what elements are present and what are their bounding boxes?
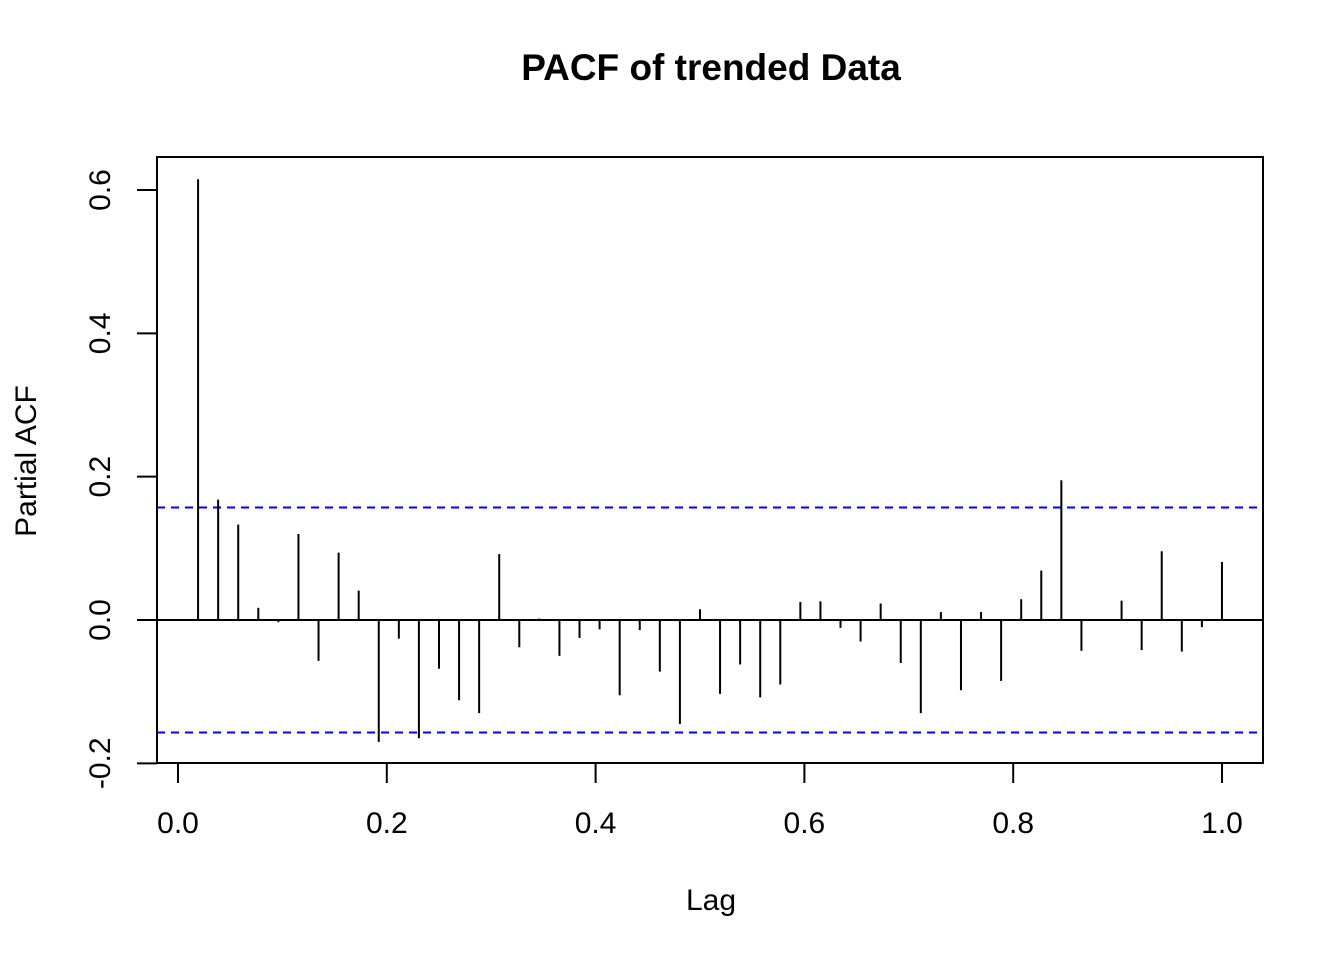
x-tick-label: 0.4 (575, 807, 617, 840)
y-axis-label: Partial ACF (10, 385, 43, 537)
x-tick-label: 0.0 (157, 807, 199, 840)
y-tick-label: -0.2 (84, 737, 117, 789)
x-tick-label: 1.0 (1201, 807, 1243, 840)
plot-frame (156, 156, 1264, 764)
x-tick-label: 0.8 (992, 807, 1034, 840)
y-tick-label: 0.2 (84, 456, 117, 498)
y-tick-label: 0.6 (84, 169, 117, 211)
x-tick-label: 0.6 (784, 807, 826, 840)
y-tick-label: 0.4 (84, 312, 117, 354)
chart-title: PACF of trended Data (521, 47, 901, 88)
y-tick-label: 0.0 (84, 599, 117, 641)
x-tick-label: 0.2 (366, 807, 408, 840)
x-axis-label: Lag (686, 884, 736, 917)
plot-area: 0.0 0.2 0.4 0.6 0.8 1.0 -0.2 0.0 0.2 0.4 0.6 (84, 156, 1264, 840)
